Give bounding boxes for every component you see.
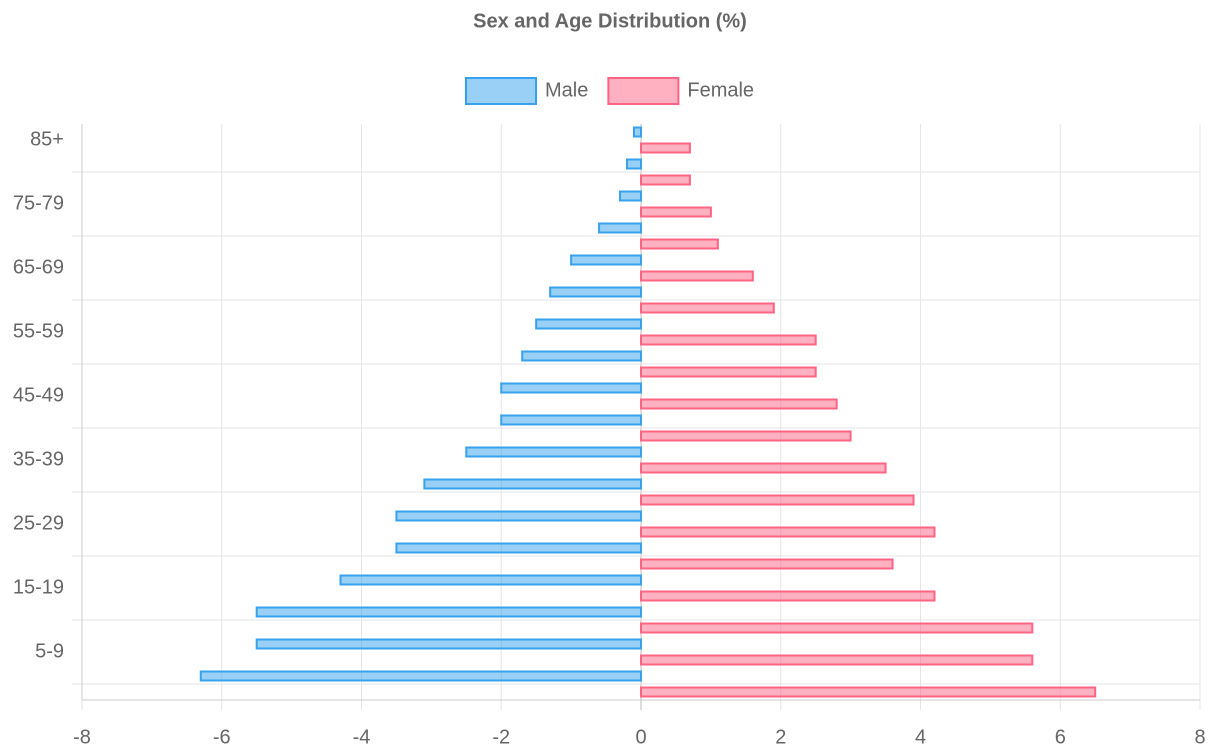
bar xyxy=(640,622,1034,634)
y-tick-label: 55-59 xyxy=(13,320,64,342)
bar xyxy=(640,270,754,282)
bar xyxy=(339,574,642,586)
bar xyxy=(549,286,642,298)
bar xyxy=(255,606,642,618)
y-tick-label: 35-39 xyxy=(13,448,64,470)
y-tick-label: 25-29 xyxy=(13,512,64,534)
bar xyxy=(640,174,691,186)
bar xyxy=(423,478,643,490)
y-tick-label: 45-49 xyxy=(13,384,64,406)
bar xyxy=(640,302,775,314)
bar xyxy=(640,686,1097,698)
chart-title: Sex and Age Distribution (%) xyxy=(473,10,747,32)
bar xyxy=(500,414,642,426)
x-tick-label: 4 xyxy=(915,726,926,748)
x-tick-label: 0 xyxy=(635,726,646,748)
bar xyxy=(535,318,642,330)
bar xyxy=(640,398,838,410)
bar xyxy=(521,350,643,362)
bar xyxy=(640,366,817,378)
bar xyxy=(395,510,642,522)
bar xyxy=(640,142,691,154)
bar xyxy=(640,590,936,602)
bar xyxy=(619,190,642,202)
x-tick-label: -2 xyxy=(492,726,510,748)
x-tick-label: 8 xyxy=(1194,726,1205,748)
y-tick-label: 15-19 xyxy=(13,576,64,598)
bar xyxy=(640,558,894,570)
y-tick-label: 75-79 xyxy=(13,192,64,214)
bar xyxy=(570,254,642,266)
bar xyxy=(640,334,817,346)
bar xyxy=(640,430,852,442)
bar xyxy=(626,158,643,170)
bar xyxy=(640,526,936,538)
y-tick-label: 85+ xyxy=(30,128,64,150)
bar xyxy=(199,670,642,682)
legend-label: Female xyxy=(687,79,754,101)
bar xyxy=(633,126,643,138)
y-tick-label: 5-9 xyxy=(35,640,64,662)
bar xyxy=(465,446,642,458)
bar xyxy=(640,238,719,250)
legend-label: Male xyxy=(545,79,588,101)
bar xyxy=(640,462,887,474)
bar xyxy=(598,222,643,234)
x-tick-label: 2 xyxy=(775,726,786,748)
legend-swatch xyxy=(607,77,680,105)
bar xyxy=(255,638,642,650)
y-tick-label: 65-69 xyxy=(13,256,64,278)
bar xyxy=(640,494,915,506)
bar xyxy=(395,542,642,554)
bar xyxy=(500,382,642,394)
bar xyxy=(640,206,712,218)
x-tick-label: -6 xyxy=(213,726,231,748)
x-tick-label: -4 xyxy=(353,726,371,748)
legend-swatch xyxy=(465,77,537,105)
x-tick-label: 6 xyxy=(1055,726,1066,748)
bar xyxy=(640,654,1034,666)
x-tick-label: -8 xyxy=(73,726,91,748)
